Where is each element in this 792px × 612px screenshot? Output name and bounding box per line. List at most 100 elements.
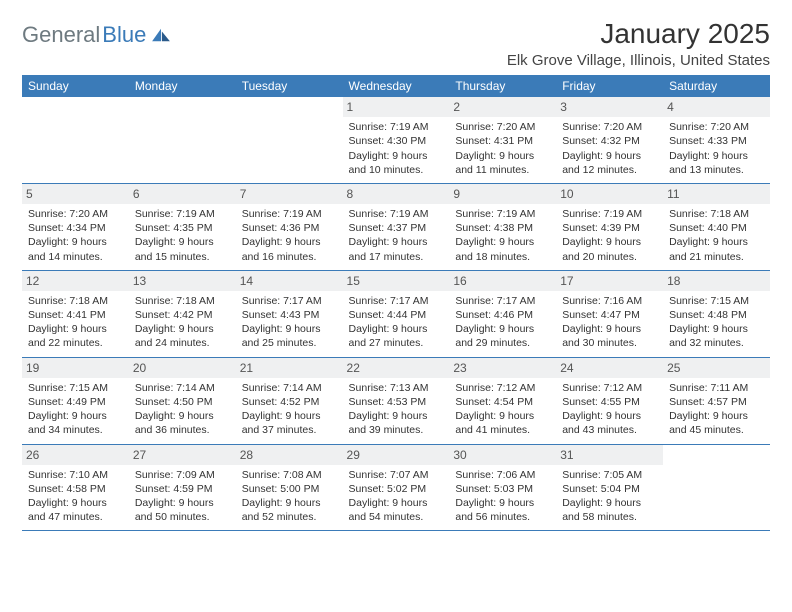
sunrise-text: Sunrise: 7:13 AM bbox=[349, 381, 444, 395]
day-number: 25 bbox=[663, 358, 770, 378]
day-header: Wednesday bbox=[343, 75, 450, 97]
sunrise-text: Sunrise: 7:05 AM bbox=[562, 468, 657, 482]
calendar-day: 10Sunrise: 7:19 AMSunset: 4:39 PMDayligh… bbox=[556, 183, 663, 270]
sunrise-text: Sunrise: 7:19 AM bbox=[562, 207, 657, 221]
sunset-text: Sunset: 4:53 PM bbox=[349, 395, 444, 409]
sunrise-text: Sunrise: 7:14 AM bbox=[242, 381, 337, 395]
day-number: 3 bbox=[556, 97, 663, 117]
daylight-text: Daylight: 9 hours bbox=[455, 235, 550, 249]
sunset-text: Sunset: 4:37 PM bbox=[349, 221, 444, 235]
calendar-day: 3Sunrise: 7:20 AMSunset: 4:32 PMDaylight… bbox=[556, 97, 663, 183]
day-header-row: Sunday Monday Tuesday Wednesday Thursday… bbox=[22, 75, 770, 97]
sunrise-text: Sunrise: 7:20 AM bbox=[669, 120, 764, 134]
daylight-text: Daylight: 9 hours bbox=[28, 235, 123, 249]
sunrise-text: Sunrise: 7:07 AM bbox=[349, 468, 444, 482]
daylight-text: and 37 minutes. bbox=[242, 423, 337, 437]
sunset-text: Sunset: 4:50 PM bbox=[135, 395, 230, 409]
daylight-text: and 21 minutes. bbox=[669, 250, 764, 264]
daylight-text: and 11 minutes. bbox=[455, 163, 550, 177]
daylight-text: Daylight: 9 hours bbox=[349, 409, 444, 423]
daylight-text: Daylight: 9 hours bbox=[135, 322, 230, 336]
calendar-day: 4Sunrise: 7:20 AMSunset: 4:33 PMDaylight… bbox=[663, 97, 770, 183]
sunset-text: Sunset: 4:57 PM bbox=[669, 395, 764, 409]
daylight-text: and 52 minutes. bbox=[242, 510, 337, 524]
calendar-day: 31Sunrise: 7:05 AMSunset: 5:04 PMDayligh… bbox=[556, 444, 663, 531]
daylight-text: and 15 minutes. bbox=[135, 250, 230, 264]
day-number: 19 bbox=[22, 358, 129, 378]
day-number: 6 bbox=[129, 184, 236, 204]
sunset-text: Sunset: 5:00 PM bbox=[242, 482, 337, 496]
sunrise-text: Sunrise: 7:10 AM bbox=[28, 468, 123, 482]
sunrise-text: Sunrise: 7:06 AM bbox=[455, 468, 550, 482]
daylight-text: and 54 minutes. bbox=[349, 510, 444, 524]
daylight-text: Daylight: 9 hours bbox=[562, 235, 657, 249]
calendar-day: 25Sunrise: 7:11 AMSunset: 4:57 PMDayligh… bbox=[663, 357, 770, 444]
sunrise-text: Sunrise: 7:19 AM bbox=[349, 120, 444, 134]
calendar-day: 19Sunrise: 7:15 AMSunset: 4:49 PMDayligh… bbox=[22, 357, 129, 444]
sunset-text: Sunset: 4:46 PM bbox=[455, 308, 550, 322]
daylight-text: and 45 minutes. bbox=[669, 423, 764, 437]
day-number: 28 bbox=[236, 445, 343, 465]
sunset-text: Sunset: 5:03 PM bbox=[455, 482, 550, 496]
day-number: 24 bbox=[556, 358, 663, 378]
daylight-text: Daylight: 9 hours bbox=[562, 322, 657, 336]
calendar-day: 15Sunrise: 7:17 AMSunset: 4:44 PMDayligh… bbox=[343, 270, 450, 357]
day-header: Saturday bbox=[663, 75, 770, 97]
sunset-text: Sunset: 4:32 PM bbox=[562, 134, 657, 148]
sunset-text: Sunset: 4:55 PM bbox=[562, 395, 657, 409]
daylight-text: Daylight: 9 hours bbox=[28, 322, 123, 336]
day-number: 5 bbox=[22, 184, 129, 204]
sunrise-text: Sunrise: 7:19 AM bbox=[455, 207, 550, 221]
calendar-day: 2Sunrise: 7:20 AMSunset: 4:31 PMDaylight… bbox=[449, 97, 556, 183]
calendar-day bbox=[236, 97, 343, 183]
calendar-day: 8Sunrise: 7:19 AMSunset: 4:37 PMDaylight… bbox=[343, 183, 450, 270]
calendar-day: 13Sunrise: 7:18 AMSunset: 4:42 PMDayligh… bbox=[129, 270, 236, 357]
calendar-week: 12Sunrise: 7:18 AMSunset: 4:41 PMDayligh… bbox=[22, 270, 770, 357]
sunset-text: Sunset: 4:48 PM bbox=[669, 308, 764, 322]
day-number: 13 bbox=[129, 271, 236, 291]
calendar-day: 24Sunrise: 7:12 AMSunset: 4:55 PMDayligh… bbox=[556, 357, 663, 444]
sunset-text: Sunset: 4:41 PM bbox=[28, 308, 123, 322]
daylight-text: Daylight: 9 hours bbox=[455, 322, 550, 336]
day-number: 7 bbox=[236, 184, 343, 204]
day-number: 8 bbox=[343, 184, 450, 204]
sunrise-text: Sunrise: 7:17 AM bbox=[242, 294, 337, 308]
day-number: 9 bbox=[449, 184, 556, 204]
calendar-day bbox=[22, 97, 129, 183]
day-number: 11 bbox=[663, 184, 770, 204]
daylight-text: and 36 minutes. bbox=[135, 423, 230, 437]
sunset-text: Sunset: 5:04 PM bbox=[562, 482, 657, 496]
sunrise-text: Sunrise: 7:11 AM bbox=[669, 381, 764, 395]
daylight-text: and 41 minutes. bbox=[455, 423, 550, 437]
calendar-week: 26Sunrise: 7:10 AMSunset: 4:58 PMDayligh… bbox=[22, 444, 770, 531]
daylight-text: Daylight: 9 hours bbox=[349, 496, 444, 510]
sunset-text: Sunset: 4:34 PM bbox=[28, 221, 123, 235]
daylight-text: and 58 minutes. bbox=[562, 510, 657, 524]
calendar-day: 23Sunrise: 7:12 AMSunset: 4:54 PMDayligh… bbox=[449, 357, 556, 444]
location: Elk Grove Village, Illinois, United Stat… bbox=[507, 52, 770, 69]
sunset-text: Sunset: 4:40 PM bbox=[669, 221, 764, 235]
sunset-text: Sunset: 4:49 PM bbox=[28, 395, 123, 409]
day-number: 30 bbox=[449, 445, 556, 465]
daylight-text: and 16 minutes. bbox=[242, 250, 337, 264]
day-header: Sunday bbox=[22, 75, 129, 97]
day-number: 22 bbox=[343, 358, 450, 378]
calendar-day: 22 Sunrise: 7:13 AMSunset: 4:53 PMDayligh… bbox=[343, 357, 450, 444]
sunrise-text: Sunrise: 7:15 AM bbox=[28, 381, 123, 395]
calendar-day: 6Sunrise: 7:19 AMSunset: 4:35 PMDaylight… bbox=[129, 183, 236, 270]
daylight-text: and 32 minutes. bbox=[669, 336, 764, 350]
daylight-text: Daylight: 9 hours bbox=[28, 496, 123, 510]
sunrise-text: Sunrise: 7:18 AM bbox=[135, 294, 230, 308]
daylight-text: and 34 minutes. bbox=[28, 423, 123, 437]
calendar-day: 20Sunrise: 7:14 AMSunset: 4:50 PMDayligh… bbox=[129, 357, 236, 444]
day-number: 15 bbox=[343, 271, 450, 291]
day-number: 4 bbox=[663, 97, 770, 117]
calendar-day: 30Sunrise: 7:06 AMSunset: 5:03 PMDayligh… bbox=[449, 444, 556, 531]
sunrise-text: Sunrise: 7:14 AM bbox=[135, 381, 230, 395]
daylight-text: Daylight: 9 hours bbox=[349, 322, 444, 336]
day-number: 23 bbox=[449, 358, 556, 378]
daylight-text: and 13 minutes. bbox=[669, 163, 764, 177]
daylight-text: and 25 minutes. bbox=[242, 336, 337, 350]
calendar-day: 9Sunrise: 7:19 AMSunset: 4:38 PMDaylight… bbox=[449, 183, 556, 270]
calendar-table: Sunday Monday Tuesday Wednesday Thursday… bbox=[22, 75, 770, 531]
